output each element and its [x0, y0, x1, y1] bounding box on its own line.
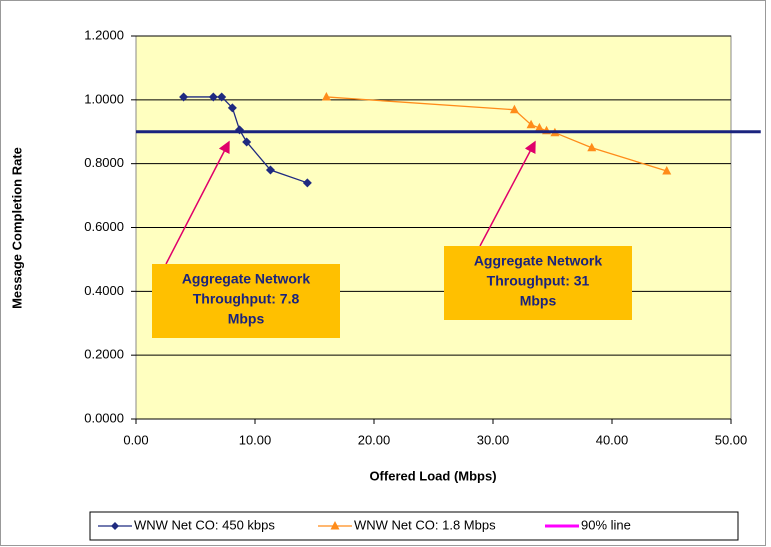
y-tick-label: 1.0000 — [84, 91, 124, 106]
chart: 0.0000 0.2000 0.4000 0.6000 0.8000 1.0000 1.20… — [0, 0, 771, 547]
y-tick-label: 0.4000 — [84, 283, 124, 298]
y-tick-label: 0.8000 — [84, 155, 124, 170]
annotation-text: Aggregate Network — [182, 271, 311, 287]
y-tick-label: 1.2000 — [84, 27, 124, 42]
legend-label: WNW Net CO: 1.8 Mbps — [354, 517, 496, 532]
x-tick-label: 30.00 — [477, 432, 510, 447]
x-tick-label: 40.00 — [596, 432, 629, 447]
y-axis-label: Message Completion Rate — [9, 147, 24, 309]
legend-label: WNW Net CO: 450 kbps — [134, 517, 275, 532]
y-tick-label: 0.2000 — [84, 347, 124, 362]
annotation-text: Throughput: 7.8 — [193, 291, 300, 307]
x-tick-label: 0.00 — [123, 432, 148, 447]
annotation-text: Aggregate Network — [474, 253, 603, 269]
x-tick-label: 10.00 — [239, 432, 272, 447]
annotation-text: Throughput: 31 — [487, 273, 590, 289]
x-axis-label: Offered Load (Mbps) — [369, 468, 496, 483]
y-tick-label: 0.0000 — [84, 410, 124, 425]
legend-label: 90% line — [581, 517, 631, 532]
x-tick-label: 20.00 — [358, 432, 391, 447]
x-tick-label: 50.00 — [715, 432, 748, 447]
annotation-text: Mbps — [520, 293, 557, 309]
annotation-text: Mbps — [228, 311, 265, 327]
y-tick-label: 0.6000 — [84, 219, 124, 234]
